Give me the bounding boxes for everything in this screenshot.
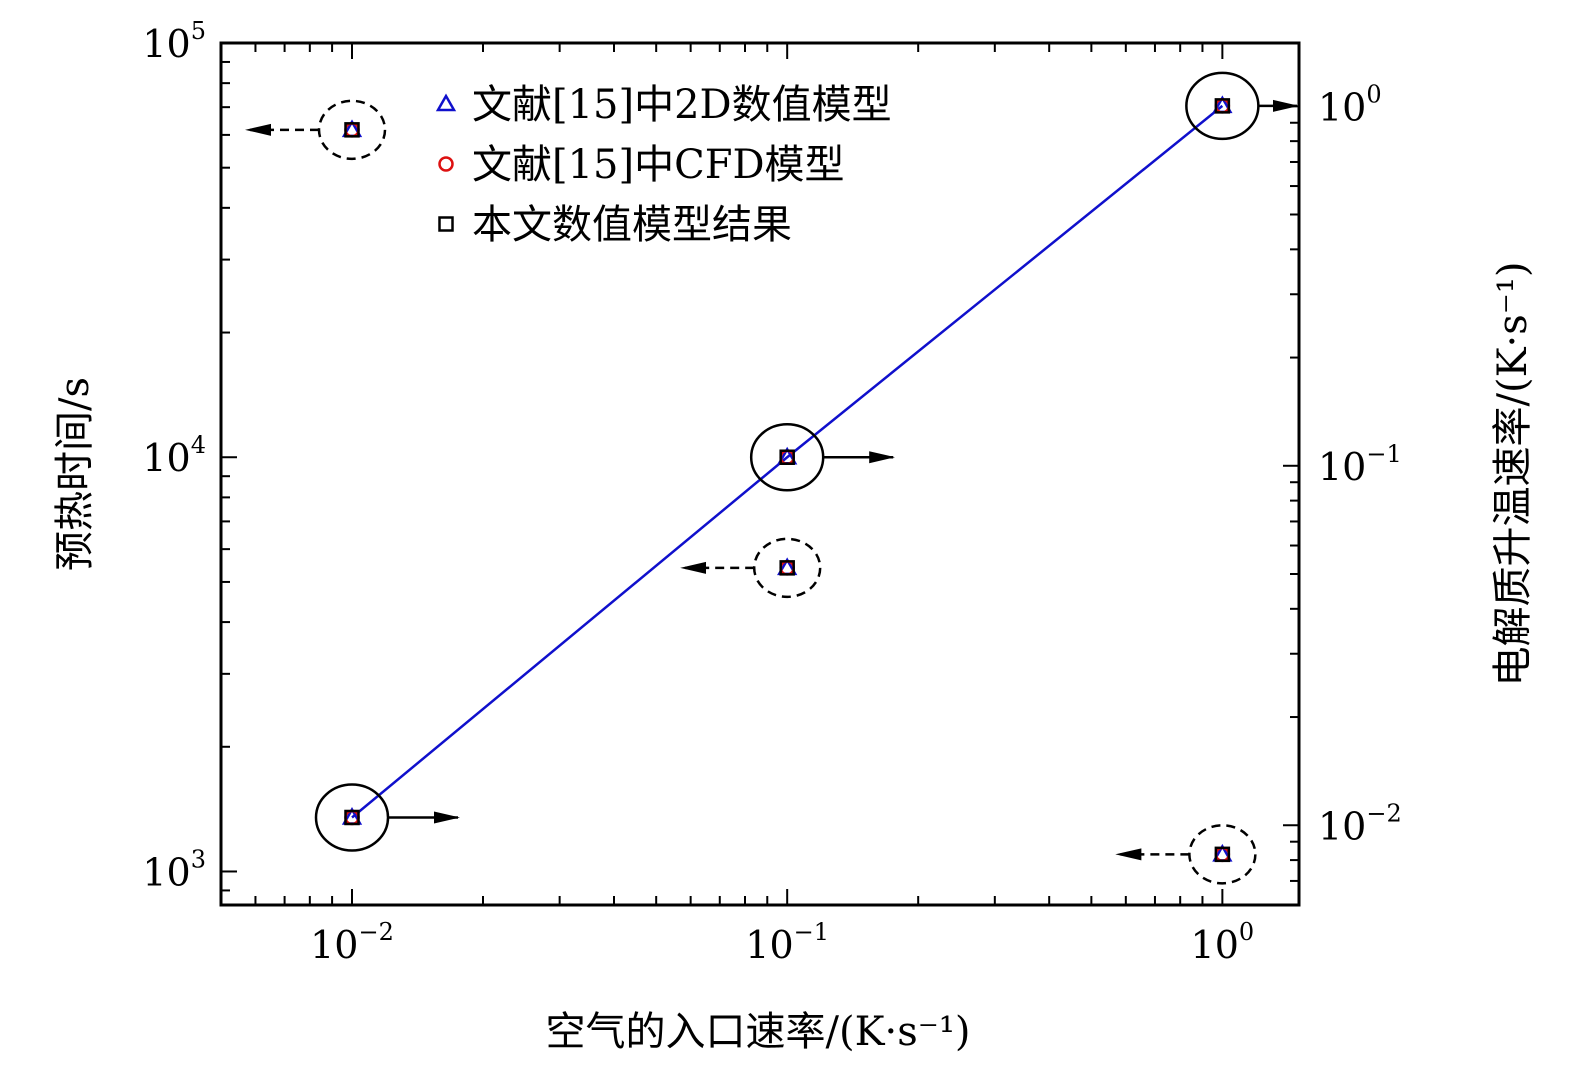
x-tick-label: 100 xyxy=(1191,918,1255,967)
legend-label-cfd-model: 文献[15]中CFD模型 xyxy=(472,142,845,188)
legend-label-2d-model: 文献[15]中2D数值模型 xyxy=(472,82,892,128)
y-tick-label: 104 xyxy=(142,431,206,480)
series-2-preheat-point xyxy=(1214,98,1231,114)
preheat-time-fit-line xyxy=(351,104,1224,819)
series-2-heating-rate-point xyxy=(779,560,795,576)
legend-label-this-model: 本文数值模型结果 xyxy=(472,202,792,248)
legend-marker-0 xyxy=(435,93,457,112)
series-2-heating-rate-point xyxy=(1214,846,1231,863)
y2-tick-label: 100 xyxy=(1318,80,1382,129)
x-tick-label: 10−1 xyxy=(745,918,829,967)
series-2-preheat-point xyxy=(779,449,795,465)
y-tick-label: 103 xyxy=(142,845,206,894)
dashed-annotation-circle xyxy=(752,537,822,599)
dashed-annotation-circle xyxy=(317,99,387,161)
legend-marker-1 xyxy=(438,156,454,172)
y-axis-title: 预热时间/s xyxy=(52,377,98,571)
plot-frame xyxy=(219,41,1301,907)
y-tick-label: 105 xyxy=(142,17,206,66)
y2-axis-title: 电解质升温速率/(K·s⁻¹) xyxy=(1490,262,1536,687)
x-axis-title: 空气的入口速率/(K·s⁻¹) xyxy=(546,1009,971,1055)
series-2-preheat-point xyxy=(344,809,360,826)
tick-layer: 10−2 10−1 100 103 104 105 10−2 10−1 100 xyxy=(142,17,1401,967)
legend: 文献[15]中2D数值模型 文献[15]中CFD模型 本文数值模型结果 xyxy=(435,82,892,248)
x-tick-label: 10−2 xyxy=(310,918,394,967)
legend-marker-2 xyxy=(438,216,454,232)
legend-markers xyxy=(435,93,457,232)
series-2-heating-rate-point xyxy=(344,122,360,138)
marker-layer xyxy=(341,95,1233,863)
y2-tick-label: 10−2 xyxy=(1318,799,1402,848)
y2-tick-label: 10−1 xyxy=(1318,440,1402,489)
annotation-layer xyxy=(245,71,1299,885)
dashed-annotation-circle xyxy=(1188,824,1257,885)
fit-line-layer xyxy=(351,104,1224,819)
